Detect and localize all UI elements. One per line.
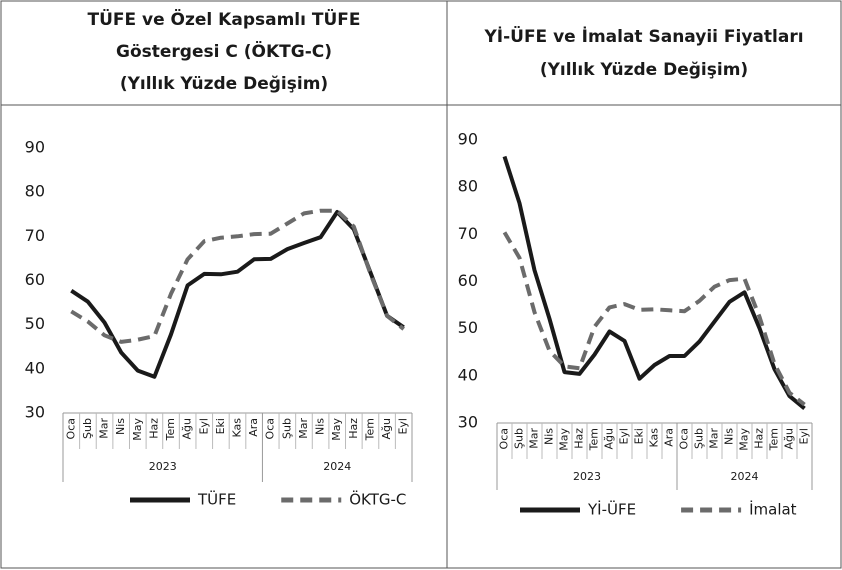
x-tick-label: Nis bbox=[543, 428, 556, 445]
x-tick-label: Eyl bbox=[618, 428, 631, 445]
x-tick-label: Nis bbox=[314, 418, 327, 435]
group-label: 2023 bbox=[573, 470, 601, 483]
x-tick-label: Oca bbox=[498, 428, 511, 449]
series-line bbox=[70, 208, 405, 344]
x-tick-label: Ağu bbox=[380, 418, 393, 439]
y-tick-label: 90 bbox=[458, 130, 478, 149]
legend-label: TÜFE bbox=[197, 490, 236, 509]
x-tick-label: May bbox=[131, 418, 144, 441]
y-tick-label: 60 bbox=[458, 271, 478, 290]
chart-title: (Yıllık Yüzde Değişim) bbox=[540, 60, 748, 80]
legend-label: ÖKTG-C bbox=[349, 490, 406, 509]
x-tick-label: Şub bbox=[513, 428, 526, 449]
x-tick-label: Tem bbox=[363, 418, 376, 441]
y-tick-label: 70 bbox=[25, 226, 45, 245]
series-line bbox=[502, 155, 806, 410]
x-tick-label: Nis bbox=[114, 418, 127, 435]
x-tick-label: May bbox=[738, 428, 751, 451]
x-tick-label: Mar bbox=[708, 428, 721, 449]
x-tick-label: Mar bbox=[98, 418, 111, 439]
y-tick-label: 80 bbox=[25, 182, 45, 201]
x-tick-label: Eki bbox=[214, 418, 227, 434]
x-tick-label: Kas bbox=[648, 428, 661, 448]
y-tick-label: 70 bbox=[458, 224, 478, 243]
x-tick-label: Mar bbox=[528, 428, 541, 449]
x-tick-label: Tem bbox=[768, 428, 781, 451]
x-tick-label: Haz bbox=[573, 428, 586, 449]
chart-title: Yİ-ÜFE ve İmalat Sanayii Fiyatları bbox=[483, 25, 803, 47]
series-line bbox=[70, 210, 405, 379]
x-tick-label: Eyl bbox=[197, 418, 210, 435]
x-tick-label: Haz bbox=[147, 418, 160, 439]
x-tick-label: Ara bbox=[247, 418, 260, 437]
y-tick-label: 30 bbox=[458, 413, 478, 432]
chart-title: (Yıllık Yüzde Değişim) bbox=[120, 74, 328, 94]
y-tick-label: 40 bbox=[458, 365, 478, 384]
group-label: 2024 bbox=[731, 470, 759, 483]
x-tick-label: Eyl bbox=[397, 418, 410, 435]
x-tick-label: Şub bbox=[693, 428, 706, 449]
x-tick-label: Mar bbox=[297, 418, 310, 439]
y-tick-label: 40 bbox=[25, 358, 45, 377]
chart-title: TÜFE ve Özel Kapsamlı TÜFE bbox=[87, 8, 360, 30]
series-line bbox=[502, 231, 806, 407]
y-tick-label: 90 bbox=[25, 138, 45, 157]
x-tick-label: May bbox=[330, 418, 343, 441]
x-tick-label: Ağu bbox=[603, 428, 616, 449]
y-tick-label: 60 bbox=[25, 270, 45, 289]
y-tick-label: 50 bbox=[25, 314, 45, 333]
x-tick-label: Şub bbox=[81, 418, 94, 439]
x-tick-label: Ağu bbox=[181, 418, 194, 439]
x-tick-label: Nis bbox=[723, 428, 736, 445]
x-tick-label: Kas bbox=[231, 418, 244, 438]
x-tick-label: Eyl bbox=[798, 428, 811, 445]
legend-label: İmalat bbox=[749, 500, 797, 519]
x-tick-label: Oca bbox=[678, 428, 691, 449]
y-tick-label: 50 bbox=[458, 318, 478, 337]
y-tick-label: 30 bbox=[25, 403, 45, 422]
x-tick-label: Haz bbox=[347, 418, 360, 439]
x-tick-label: Tem bbox=[588, 428, 601, 451]
x-tick-label: Şub bbox=[280, 418, 293, 439]
x-tick-label: Tem bbox=[164, 418, 177, 441]
x-tick-label: Oca bbox=[264, 418, 277, 439]
group-label: 2024 bbox=[323, 460, 351, 473]
x-tick-label: Eki bbox=[633, 428, 646, 444]
x-tick-label: Oca bbox=[64, 418, 77, 439]
y-tick-label: 80 bbox=[458, 177, 478, 196]
group-label: 2023 bbox=[149, 460, 177, 473]
legend-label: Yİ-ÜFE bbox=[587, 500, 636, 519]
chart-title: Göstergesi C (ÖKTG-C) bbox=[116, 40, 332, 62]
x-tick-label: Ağu bbox=[783, 428, 796, 449]
x-tick-label: May bbox=[558, 428, 571, 451]
x-tick-label: Haz bbox=[753, 428, 766, 449]
x-tick-label: Ara bbox=[663, 428, 676, 447]
